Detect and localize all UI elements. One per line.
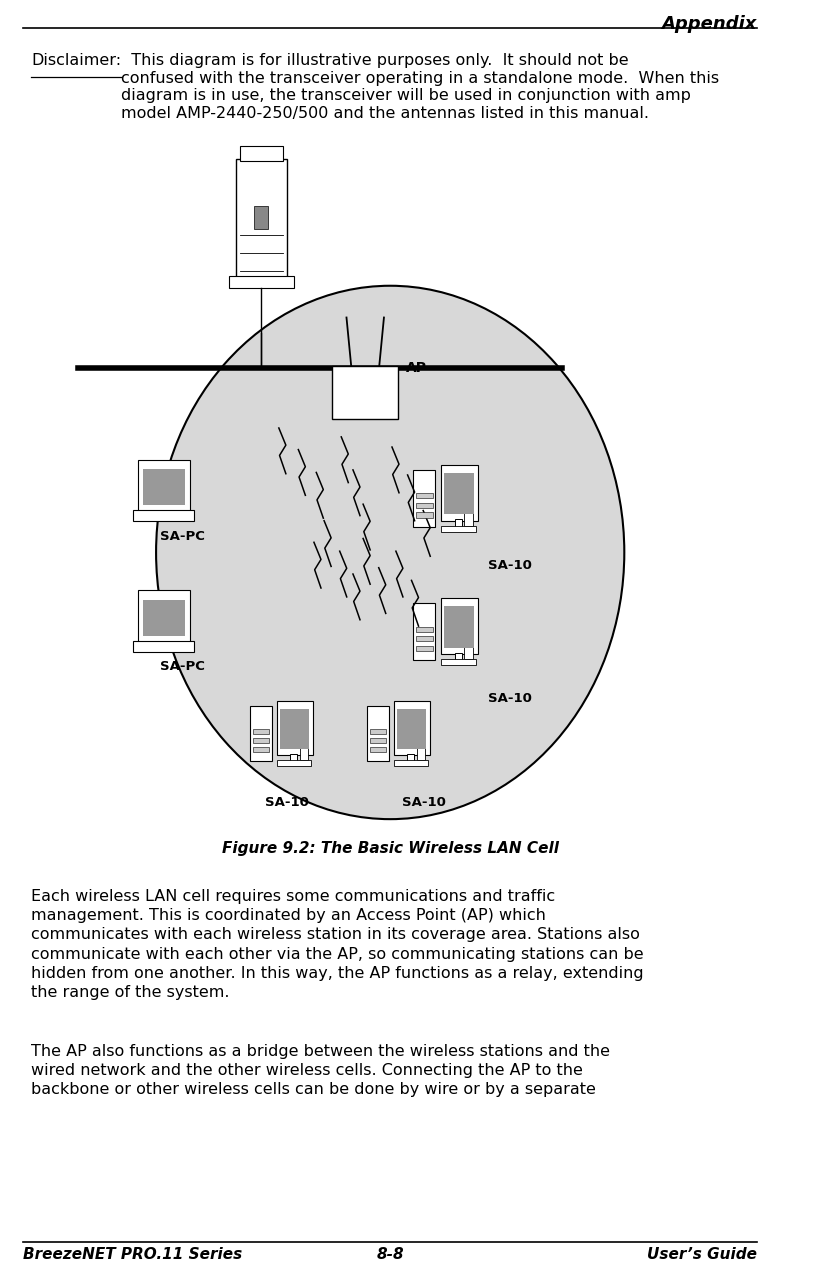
Bar: [290, 754, 297, 762]
Text: Disclaimer:: Disclaimer:: [31, 53, 122, 69]
Bar: [277, 759, 311, 766]
Text: Figure 9.2: The Basic Wireless LAN Cell: Figure 9.2: The Basic Wireless LAN Cell: [222, 841, 559, 856]
Bar: [133, 509, 194, 521]
Bar: [137, 460, 190, 511]
Bar: [455, 519, 461, 528]
Bar: [444, 474, 475, 514]
Bar: [236, 159, 287, 279]
Bar: [142, 599, 185, 636]
Bar: [416, 512, 432, 518]
Bar: [464, 507, 473, 526]
Bar: [280, 710, 309, 749]
Bar: [416, 636, 432, 641]
Text: Appendix: Appendix: [661, 15, 757, 33]
Bar: [300, 742, 307, 759]
Bar: [332, 366, 398, 419]
Bar: [252, 729, 269, 734]
Text: SA-10: SA-10: [402, 796, 446, 809]
Bar: [370, 738, 387, 743]
Text: BreezeNET PRO.11 Series: BreezeNET PRO.11 Series: [23, 1247, 242, 1262]
Text: SA-PC: SA-PC: [160, 660, 205, 673]
Bar: [416, 645, 432, 650]
Bar: [142, 469, 185, 505]
Bar: [367, 706, 389, 761]
Bar: [441, 598, 478, 654]
Bar: [394, 759, 428, 766]
Text: Each wireless LAN cell requires some communications and traffic
management. This: Each wireless LAN cell requires some com…: [31, 889, 644, 999]
Ellipse shape: [156, 286, 624, 819]
Text: SA-10: SA-10: [488, 559, 531, 572]
Text: This diagram is for illustrative purposes only.  It should not be
confused with : This diagram is for illustrative purpose…: [121, 53, 719, 121]
Text: AP: AP: [406, 361, 426, 376]
Text: SA-10: SA-10: [266, 796, 309, 809]
Text: User’s Guide: User’s Guide: [647, 1247, 757, 1262]
Text: SA-PC: SA-PC: [160, 530, 205, 542]
Bar: [252, 738, 269, 743]
Bar: [137, 591, 190, 641]
Bar: [397, 710, 426, 749]
Bar: [228, 276, 294, 288]
Bar: [416, 742, 425, 759]
Bar: [253, 206, 267, 229]
Bar: [416, 493, 432, 498]
Bar: [250, 706, 272, 761]
Bar: [407, 754, 414, 762]
Text: The AP also functions as a bridge between the wireless stations and the
wired ne: The AP also functions as a bridge betwee…: [31, 1044, 611, 1097]
Bar: [444, 607, 475, 648]
Bar: [441, 465, 478, 521]
Bar: [413, 603, 436, 660]
Bar: [416, 503, 432, 508]
Bar: [370, 747, 387, 752]
Text: SA-10: SA-10: [488, 692, 531, 705]
Bar: [416, 627, 432, 632]
Bar: [370, 729, 387, 734]
Text: 8-8: 8-8: [377, 1247, 404, 1262]
Bar: [464, 640, 473, 659]
Bar: [455, 653, 461, 662]
Bar: [240, 146, 283, 161]
Bar: [413, 470, 436, 527]
Bar: [441, 659, 476, 665]
Bar: [133, 640, 194, 652]
Bar: [441, 526, 476, 532]
Bar: [252, 747, 269, 752]
Bar: [277, 701, 312, 756]
Bar: [394, 701, 430, 756]
